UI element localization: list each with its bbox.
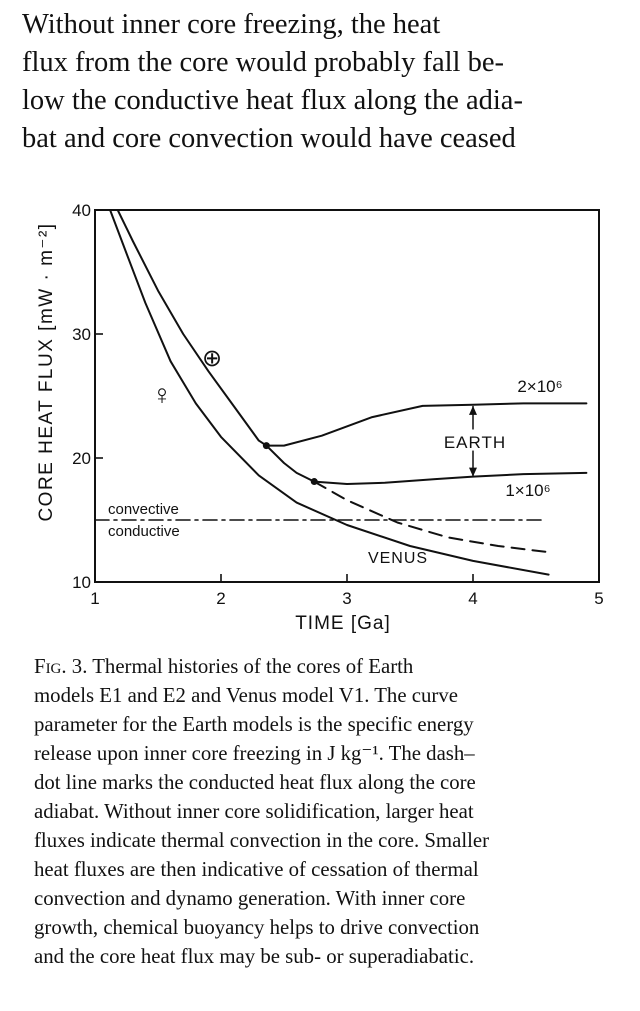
x-tick-label: 2 xyxy=(216,589,225,608)
series-line-0 xyxy=(116,209,588,447)
convective-label: convective xyxy=(108,501,179,518)
earth-range-down-arrow xyxy=(469,467,477,477)
figure-label: Fig. 3. xyxy=(34,655,88,678)
x-axis-label: TIME [Ga] xyxy=(295,613,391,634)
caption-line: heat fluxes are then indicative of cessa… xyxy=(34,858,479,881)
chart-axes: 1 2 3 4 5 10 20 30 40 xyxy=(72,201,604,608)
intro-line: flux from the core would probably fall b… xyxy=(22,47,504,78)
earth-symbol: ⊕ xyxy=(202,345,222,372)
figure-caption: Fig. 3. Thermal histories of the cores o… xyxy=(34,652,616,971)
earth-range-up-arrow xyxy=(469,405,477,415)
y-tick-label: 40 xyxy=(72,201,91,220)
earth-label: EARTH xyxy=(444,433,506,452)
branch-point-marker xyxy=(262,442,270,450)
core-heat-flux-chart: 1 2 3 4 5 10 20 30 40 CORE HEAT FLUX [mW · m⁻²] … xyxy=(36,201,604,634)
y-tick-label: 30 xyxy=(72,325,91,344)
x-tick-label: 1 xyxy=(90,589,99,608)
caption-line: models E1 and E2 and Venus model V1. The… xyxy=(34,684,458,707)
venus-symbol: ♀ xyxy=(152,379,173,410)
caption-line: release upon inner core freezing in J kg… xyxy=(34,742,475,765)
intro-paragraph: Without inner core freezing, the heat fl… xyxy=(22,6,626,158)
lower-curve-label: 1×10⁶ xyxy=(505,481,550,500)
x-tick-label: 5 xyxy=(594,589,603,608)
series-line-3 xyxy=(109,209,550,576)
series-line-2 xyxy=(313,480,550,554)
conductive-label: conductive xyxy=(108,523,180,540)
intro-line: bat and core convection would have cease… xyxy=(22,123,516,154)
caption-line: parameter for the Earth models is the sp… xyxy=(34,713,474,736)
y-tick-label: 20 xyxy=(72,449,91,468)
intro-line: low the conductive heat flux along the a… xyxy=(22,85,523,116)
caption-line: Thermal histories of the cores of Earth xyxy=(92,655,414,678)
caption-line: growth, chemical buoyancy helps to drive… xyxy=(34,916,480,939)
intro-line: Without inner core freezing, the heat xyxy=(22,9,441,40)
x-tick-label: 3 xyxy=(342,589,351,608)
branch-point-marker xyxy=(310,478,318,486)
caption-line: and the core heat flux may be sub- or su… xyxy=(34,945,475,968)
venus-label: VENUS xyxy=(368,550,428,567)
y-tick-label: 10 xyxy=(72,573,91,592)
caption-first-line: Fig. 3. Thermal histories of the cores o… xyxy=(34,652,616,681)
series-line-1 xyxy=(265,444,588,485)
chart-labels: CORE HEAT FLUX [mW · m⁻²] TIME [Ga] ⊕ ♀ … xyxy=(36,222,563,634)
y-axis-label: CORE HEAT FLUX [mW · m⁻²] xyxy=(36,222,57,521)
x-tick-label: 4 xyxy=(468,589,477,608)
caption-line: convection and dynamo generation. With i… xyxy=(34,887,466,910)
chart-curves xyxy=(94,209,588,576)
caption-line: dot line marks the conducted heat flux a… xyxy=(34,771,476,794)
caption-line: fluxes indicate thermal convection in th… xyxy=(34,829,490,852)
upper-curve-label: 2×10⁶ xyxy=(517,377,562,396)
caption-line: adiabat. Without inner core solidificati… xyxy=(34,800,474,823)
